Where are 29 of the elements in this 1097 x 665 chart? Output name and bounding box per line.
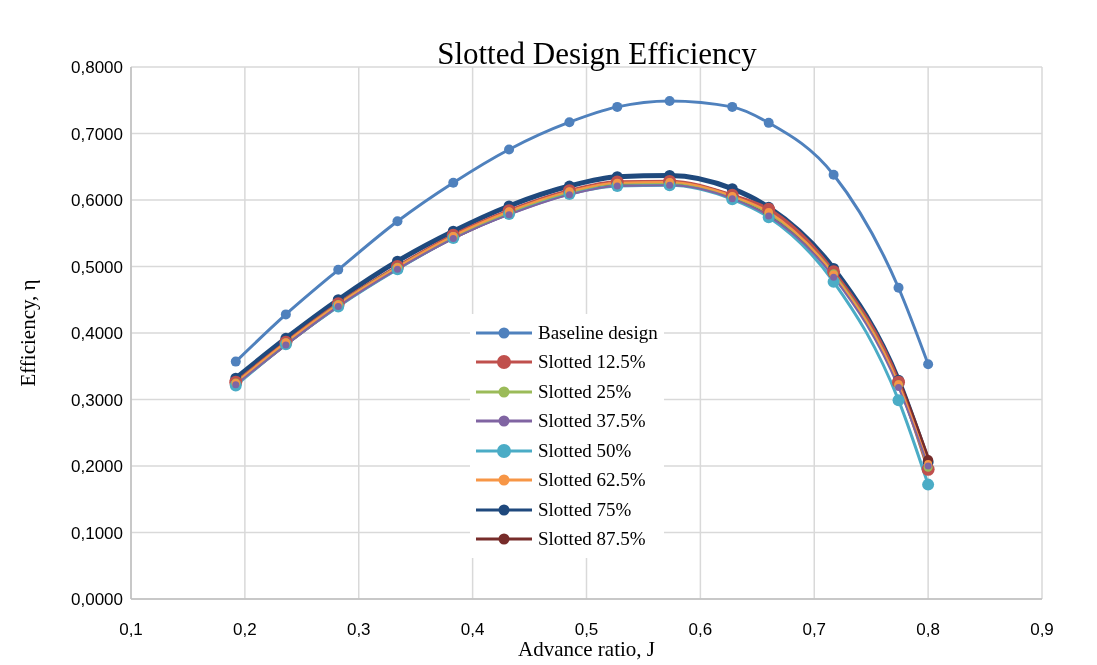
chart-title: Slotted Design Efficiency	[437, 36, 757, 71]
x-tick-label: 0,6	[688, 620, 713, 640]
y-tick-label: 0,4000	[71, 324, 123, 344]
x-tick-label: 0,5	[574, 620, 599, 640]
y-tick-label: 0,1000	[71, 523, 123, 543]
legend-label: Slotted 37.5%	[538, 410, 646, 433]
legend-label: Slotted 25%	[538, 380, 632, 403]
legend-label: Slotted 12.5%	[538, 351, 646, 374]
y-tick-label: 0,5000	[71, 257, 123, 277]
x-tick-label: 0,7	[802, 620, 827, 640]
y-tick-label: 0,8000	[71, 58, 123, 78]
legend-label: Slotted 87.5%	[538, 528, 646, 551]
x-tick-label: 0,9	[1030, 620, 1054, 640]
legend-label: Slotted 75%	[538, 498, 632, 521]
legend-label: Baseline design	[538, 321, 658, 344]
y-tick-label: 0,0000	[71, 590, 123, 610]
x-tick-label: 0,4	[460, 620, 485, 640]
y-tick-label: 0,2000	[71, 457, 123, 477]
x-tick-label: 0,8	[916, 620, 940, 640]
y-tick-label: 0,7000	[71, 124, 123, 144]
x-tick-label: 0,3	[346, 620, 371, 640]
y-axis-title: Efficiency, η	[15, 279, 41, 387]
legend-label: Slotted 50%	[538, 439, 632, 462]
y-tick-label: 0,6000	[71, 191, 123, 211]
x-axis-title: Advance ratio, J	[516, 637, 656, 661]
legend-label: Slotted 62.5%	[538, 469, 646, 492]
x-tick-label: 0,2	[233, 620, 257, 640]
x-tick-label: 0,1	[119, 620, 143, 640]
y-tick-label: 0,3000	[71, 390, 123, 410]
